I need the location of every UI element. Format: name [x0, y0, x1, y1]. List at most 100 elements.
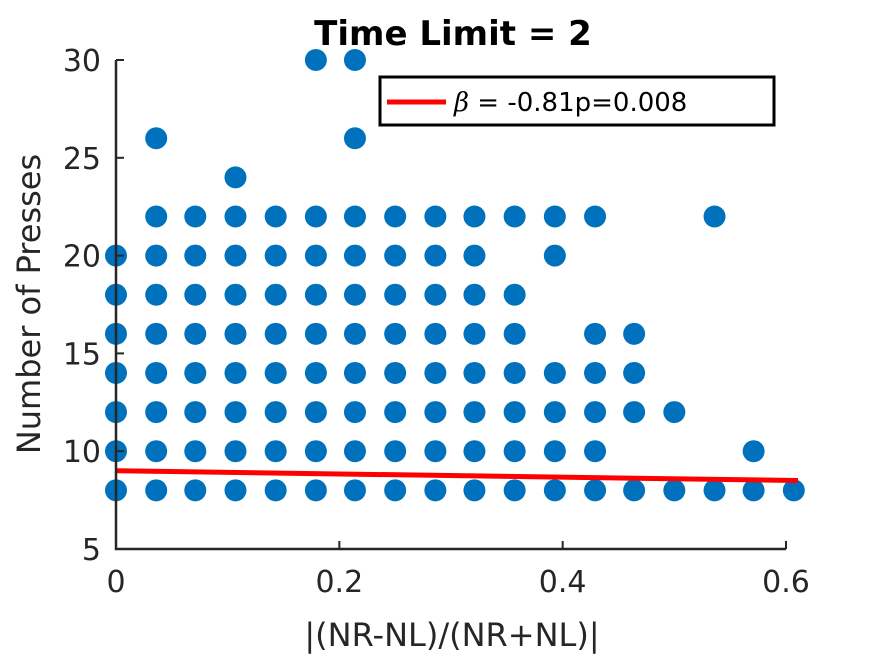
data-point — [424, 205, 447, 228]
data-point — [224, 440, 247, 463]
data-point — [145, 361, 168, 384]
data-point — [384, 283, 407, 306]
data-point — [742, 440, 765, 463]
data-point — [145, 322, 168, 345]
data-point — [463, 401, 486, 424]
data-point — [623, 479, 646, 502]
data-point — [184, 283, 207, 306]
data-point — [384, 479, 407, 502]
data-point — [343, 127, 366, 150]
data-point — [463, 205, 486, 228]
data-point — [184, 401, 207, 424]
data-point — [543, 205, 566, 228]
data-point — [503, 283, 526, 306]
data-point — [264, 440, 287, 463]
data-point — [184, 205, 207, 228]
data-point — [343, 322, 366, 345]
data-point — [343, 401, 366, 424]
data-point — [424, 283, 447, 306]
data-point — [343, 283, 366, 306]
data-point — [304, 283, 327, 306]
data-point — [224, 401, 247, 424]
data-point — [184, 361, 207, 384]
data-point — [463, 361, 486, 384]
data-point — [145, 244, 168, 267]
data-point — [623, 322, 646, 345]
data-point — [145, 440, 168, 463]
fit-line — [115, 468, 799, 484]
data-point — [145, 479, 168, 502]
data-point — [264, 361, 287, 384]
data-point — [224, 244, 247, 267]
data-point — [384, 322, 407, 345]
data-point — [463, 322, 486, 345]
data-point — [343, 361, 366, 384]
data-point — [503, 361, 526, 384]
data-point — [224, 322, 247, 345]
data-points — [105, 49, 805, 502]
data-point — [304, 244, 327, 267]
data-point — [384, 361, 407, 384]
data-point — [304, 49, 327, 71]
data-point — [663, 479, 686, 502]
chart-title: Time Limit = 2 — [314, 14, 592, 54]
data-point — [424, 244, 447, 267]
data-point — [224, 166, 247, 189]
x-tick-label: 0.4 — [539, 565, 587, 600]
data-point — [584, 479, 607, 502]
data-point — [584, 440, 607, 463]
data-point — [264, 205, 287, 228]
x-tick-label: 0 — [106, 565, 125, 600]
data-point — [424, 479, 447, 502]
data-point — [304, 361, 327, 384]
data-point — [264, 283, 287, 306]
data-point — [184, 440, 207, 463]
data-point — [384, 440, 407, 463]
data-point — [264, 322, 287, 345]
data-point — [264, 401, 287, 424]
data-point — [304, 401, 327, 424]
data-point — [424, 361, 447, 384]
data-point — [424, 322, 447, 345]
data-point — [584, 322, 607, 345]
data-point — [463, 440, 486, 463]
data-point — [384, 244, 407, 267]
data-point — [424, 440, 447, 463]
data-point — [503, 401, 526, 424]
y-axis-title: Number of Presses — [10, 154, 48, 454]
data-point — [584, 401, 607, 424]
data-point — [304, 205, 327, 228]
data-point — [463, 244, 486, 267]
data-point — [543, 440, 566, 463]
data-point — [703, 205, 726, 228]
data-point — [543, 244, 566, 267]
y-tick-label: 15 — [63, 337, 101, 372]
data-point — [343, 440, 366, 463]
data-point — [343, 244, 366, 267]
data-point — [463, 283, 486, 306]
data-point — [424, 401, 447, 424]
data-point — [264, 479, 287, 502]
data-point — [145, 283, 168, 306]
data-point — [503, 440, 526, 463]
x-tick-label: 0.2 — [315, 565, 363, 600]
data-point — [224, 361, 247, 384]
data-point — [703, 479, 726, 502]
data-point — [463, 479, 486, 502]
data-point — [503, 479, 526, 502]
data-point — [543, 401, 566, 424]
data-point — [503, 205, 526, 228]
data-point — [623, 401, 646, 424]
y-tick-label: 5 — [82, 533, 101, 568]
data-point — [145, 205, 168, 228]
data-point — [782, 479, 805, 502]
data-point — [264, 244, 287, 267]
x-axis-title: |(NR-NL)/(NR+NL)| — [304, 616, 599, 654]
data-point — [304, 479, 327, 502]
data-point — [543, 479, 566, 502]
data-point — [184, 244, 207, 267]
data-point — [503, 322, 526, 345]
data-point — [384, 401, 407, 424]
y-tick-label: 30 — [63, 44, 101, 79]
data-point — [184, 322, 207, 345]
